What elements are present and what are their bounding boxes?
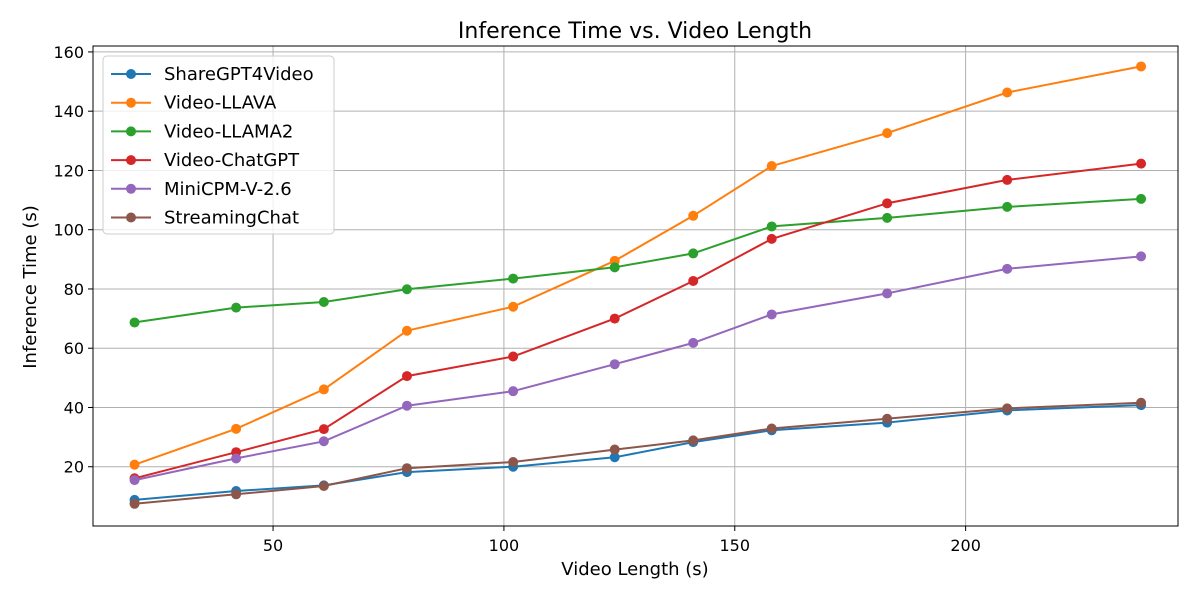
data-point-video-chatgpt (1136, 158, 1147, 169)
legend-swatch-marker (126, 212, 136, 223)
data-point-streamingchat (1002, 403, 1013, 414)
data-point-video-chatgpt (1002, 174, 1013, 185)
data-point-video-chatgpt (609, 313, 620, 324)
legend-swatch-marker (126, 155, 136, 166)
data-point-sharegpt4video (609, 452, 620, 463)
y-tick-label: 120 (53, 161, 84, 180)
y-axis-label: Inference Time (s) (20, 205, 41, 369)
data-point-video-llama2 (318, 297, 329, 307)
legend-swatch-marker (126, 69, 136, 79)
data-point-minicpm-v-2-6 (1136, 251, 1147, 262)
x-tick-label: 200 (950, 536, 981, 555)
series-line-sharegpt4video (134, 404, 1142, 501)
data-point-video-chatgpt (508, 351, 519, 362)
legend-label: StreamingChat (164, 208, 299, 229)
data-point-video-llava (1136, 61, 1147, 72)
legend-label: Video-LLAVA (164, 93, 277, 114)
data-point-video-llava (1002, 87, 1013, 98)
legend-item-video-llava: Video-LLAVA (111, 93, 277, 114)
legend-item-video-chatgpt: Video-ChatGPT (111, 150, 300, 171)
y-tick-label: 160 (53, 43, 84, 62)
data-point-streamingchat (766, 423, 777, 434)
legend-item-video-llama2: Video-LLAMA2 (111, 121, 293, 142)
data-point-streamingchat (882, 413, 893, 424)
data-point-streamingchat (401, 463, 412, 474)
data-point-streamingchat (508, 457, 519, 467)
data-point-streamingchat (231, 489, 242, 500)
legend-label: Video-LLAMA2 (164, 121, 293, 142)
data-point-video-chatgpt (688, 275, 699, 286)
legend-label: Video-ChatGPT (164, 150, 300, 171)
data-point-video-llama2 (129, 317, 140, 328)
data-point-streamingchat (318, 481, 329, 491)
data-point-minicpm-v-2-6 (401, 400, 412, 411)
y-tick-label: 140 (53, 102, 84, 121)
data-point-video-llava (508, 301, 519, 312)
legend-label: MiniCPM-V-2.6 (164, 179, 292, 200)
legend-box (102, 55, 335, 235)
y-tick-label: 20 (64, 458, 84, 477)
data-point-video-llama2 (231, 302, 242, 313)
y-tick-label: 60 (64, 339, 84, 358)
legend-label: ShareGPT4Video (164, 64, 314, 85)
data-point-streamingchat (1136, 397, 1147, 408)
series-video-llava (129, 61, 1147, 470)
y-tick-label: 80 (64, 280, 84, 299)
x-axis-label: Video Length (s) (561, 559, 708, 580)
data-point-video-chatgpt (318, 424, 329, 435)
legend-item-minicpm-v-2-6: MiniCPM-V-2.6 (111, 179, 292, 200)
data-point-video-llama2 (882, 212, 893, 223)
data-point-video-chatgpt (882, 198, 893, 209)
data-point-video-llava (401, 325, 412, 336)
data-point-video-llama2 (766, 221, 777, 232)
data-point-streamingchat (688, 435, 699, 446)
y-tick-label: 100 (53, 221, 84, 240)
data-point-video-llava (766, 161, 777, 171)
legend-swatch-marker (126, 183, 136, 194)
data-point-video-llava (129, 459, 140, 470)
legend-swatch-marker (126, 97, 136, 108)
data-point-video-llama2 (1002, 201, 1013, 212)
data-point-video-llama2 (508, 273, 519, 284)
x-tick-label: 150 (719, 536, 750, 555)
legend-item-streamingchat: StreamingChat (111, 208, 299, 229)
data-point-minicpm-v-2-6 (231, 453, 242, 464)
data-point-video-llama2 (688, 248, 699, 259)
data-point-video-llama2 (401, 284, 412, 295)
data-point-minicpm-v-2-6 (318, 436, 329, 447)
data-point-minicpm-v-2-6 (129, 475, 140, 486)
legend-item-sharegpt4video: ShareGPT4Video (111, 64, 314, 85)
data-point-streamingchat (129, 498, 140, 509)
data-point-minicpm-v-2-6 (508, 386, 519, 397)
data-point-video-chatgpt (766, 233, 777, 244)
x-tick-label: 100 (489, 536, 520, 555)
data-point-video-chatgpt (401, 371, 412, 382)
series-streamingchat (129, 397, 1147, 509)
data-point-video-llava (688, 210, 699, 221)
data-point-minicpm-v-2-6 (688, 337, 699, 348)
legend: ShareGPT4Video Video-LLAVA Video-LLAMA2 Vid… (102, 55, 335, 235)
y-tick-label: 40 (64, 398, 84, 417)
data-point-video-llama2 (1136, 193, 1147, 204)
chart-title: Inference Time vs. Video Length (458, 19, 812, 44)
x-tick-label: 50 (263, 536, 283, 555)
data-point-video-llama2 (609, 262, 620, 273)
data-point-minicpm-v-2-6 (609, 359, 620, 370)
legend-swatch-marker (126, 126, 136, 137)
axis-ticks: 50 100 150 200 20 40 60 80 100 120 140 160 (53, 43, 980, 555)
data-point-minicpm-v-2-6 (1002, 263, 1013, 274)
data-point-video-llava (231, 423, 242, 434)
data-point-minicpm-v-2-6 (766, 309, 777, 320)
series-lines (129, 61, 1147, 509)
plot-frame (92, 45, 1179, 527)
series-minicpm-v-2-6 (129, 251, 1147, 486)
data-point-video-llava (318, 384, 329, 395)
data-point-streamingchat (609, 444, 620, 455)
data-point-minicpm-v-2-6 (882, 288, 893, 299)
series-video-llama2 (129, 193, 1147, 328)
data-point-video-llava (882, 128, 893, 139)
